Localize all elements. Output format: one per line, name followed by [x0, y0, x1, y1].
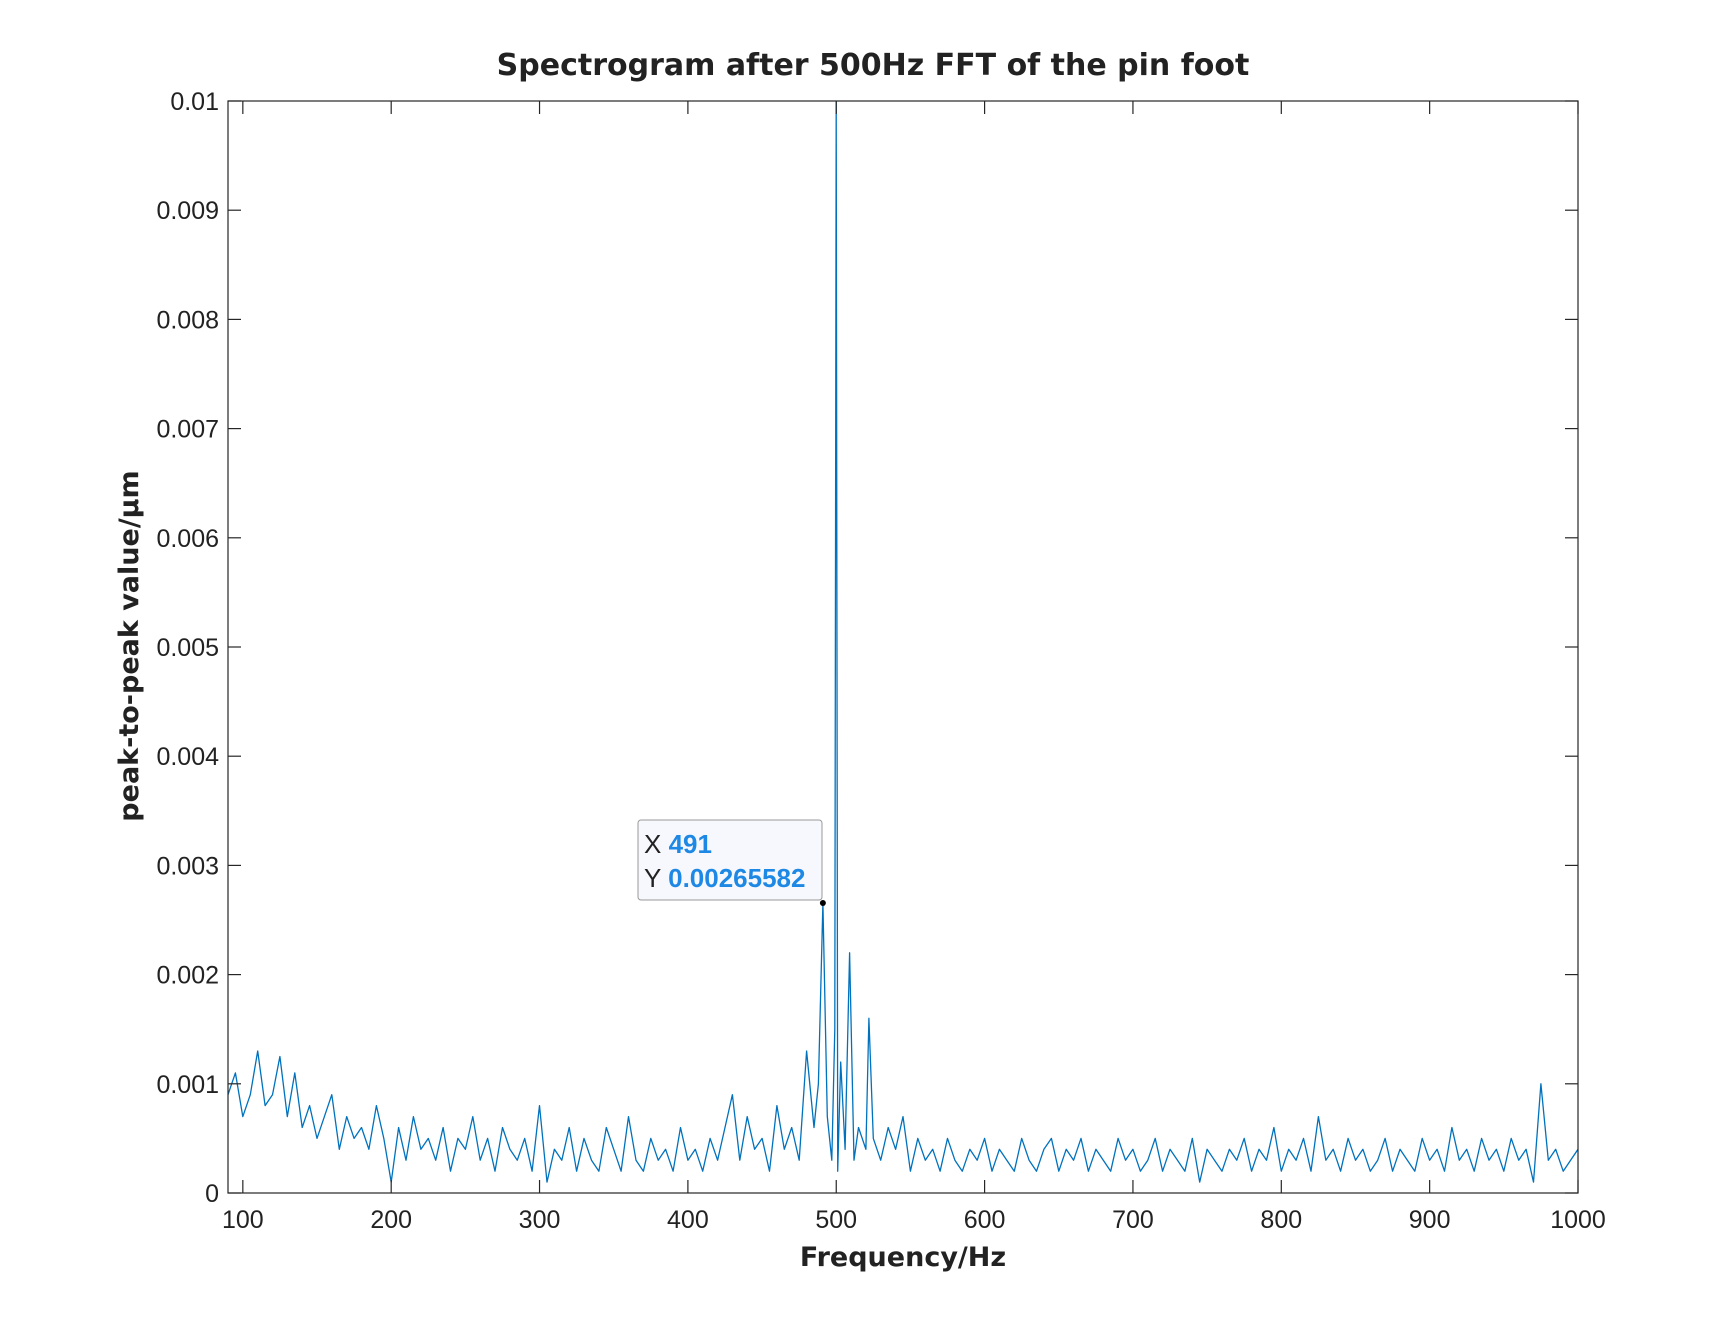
x-axis-label: Frequency/Hz: [800, 1242, 1006, 1273]
plot-area: [228, 101, 1578, 1183]
data-tip-y-value: 0.00265582: [668, 863, 805, 893]
y-tick-label: 0.001: [156, 1071, 219, 1099]
x-tick-label: 1000: [1550, 1206, 1606, 1234]
data-tip-x-value: 491: [669, 829, 712, 859]
data-tip-x-row: X 491: [644, 829, 712, 859]
y-tick-label: 0: [205, 1180, 219, 1208]
y-tick-label: 0.002: [156, 962, 219, 990]
data-tip-y-key: Y: [644, 863, 668, 893]
x-tick-label: 400: [667, 1206, 709, 1234]
data-tip-box: [637, 819, 823, 901]
y-tick-label: 0.006: [156, 525, 219, 553]
x-tick-label: 700: [1112, 1206, 1154, 1234]
y-tick-label: 0.009: [156, 197, 219, 225]
x-tick-label: 500: [815, 1206, 857, 1234]
y-axis-label: peak-to-peak value/μm: [114, 470, 145, 821]
y-tick-label: 0.004: [156, 743, 219, 771]
x-tick-label: 200: [370, 1206, 412, 1234]
y-tick-label: 0.007: [156, 416, 219, 444]
spectrum-series-line-0: [228, 101, 1578, 1183]
chart-title: Spectrogram after 500Hz FFT of the pin f…: [497, 48, 1250, 83]
x-tick-label: 300: [519, 1206, 561, 1234]
data-tip-y-row: Y 0.00265582: [644, 863, 805, 893]
data-tip-marker[interactable]: [819, 899, 826, 906]
y-tick-label: 0.01: [170, 88, 219, 116]
x-tick-label: 900: [1409, 1206, 1451, 1234]
x-tick-label: 800: [1260, 1206, 1302, 1234]
y-tick-label: 0.005: [156, 634, 219, 662]
data-tip-x-key: X: [644, 829, 669, 859]
y-tick-label: 0.008: [156, 306, 219, 334]
y-tick-label: 0.003: [156, 852, 219, 880]
x-tick-label: 600: [964, 1206, 1006, 1234]
axes: 100 200 300 400 500 600 700 800 900 1000 0 0.001 0.0…: [156, 88, 1605, 1234]
x-tick-label: 100: [222, 1206, 264, 1234]
